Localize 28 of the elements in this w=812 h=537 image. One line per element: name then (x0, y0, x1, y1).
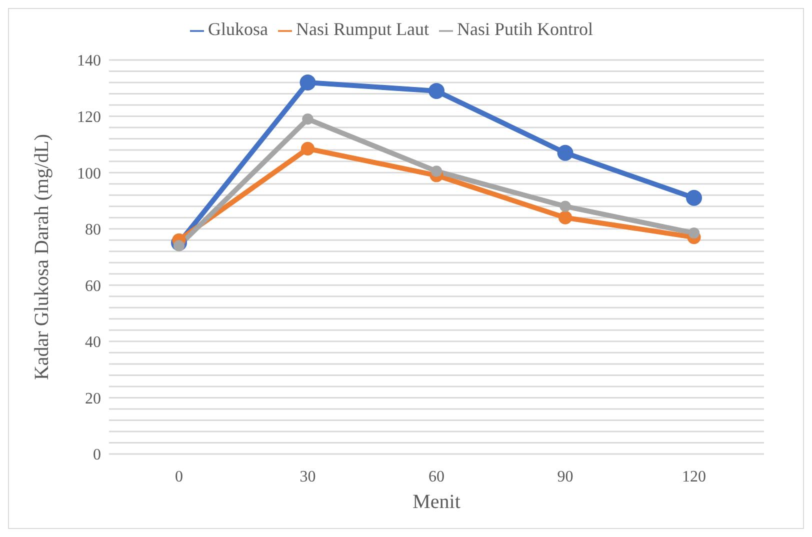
point (558, 210, 572, 224)
point (300, 74, 316, 91)
y-tick-label: 120 (77, 108, 101, 126)
x-tick-label: 0 (175, 468, 183, 486)
point (300, 142, 315, 156)
y-axis-title: Kadar Glukosa Darah (mg/dL) (31, 134, 54, 380)
x-axis-title: Menit (412, 491, 461, 513)
point (430, 166, 442, 177)
y-tick-label: 100 (77, 165, 101, 182)
y-tick-label: 60 (85, 278, 101, 295)
point (560, 200, 571, 212)
x-tick-label: 30 (300, 468, 316, 486)
point (302, 114, 314, 125)
y-tick-label: 20 (85, 390, 101, 408)
point (686, 190, 702, 206)
legend-label: Glukosa (208, 19, 268, 39)
x-tick-label: 90 (557, 468, 574, 486)
x-tick-label: 120 (682, 468, 706, 486)
x-tick-label: 60 (428, 468, 444, 486)
y-tick-label: 40 (85, 334, 101, 352)
point (688, 227, 700, 239)
legend-label: Nasi Putih Kontrol (456, 19, 593, 39)
y-tick-label: 80 (85, 222, 101, 239)
y-tick-label: 140 (77, 52, 101, 70)
legend-label: Nasi Rumput Laut (296, 19, 429, 39)
y-tick-label: 0 (93, 446, 101, 464)
point (428, 82, 444, 99)
point (557, 144, 574, 161)
